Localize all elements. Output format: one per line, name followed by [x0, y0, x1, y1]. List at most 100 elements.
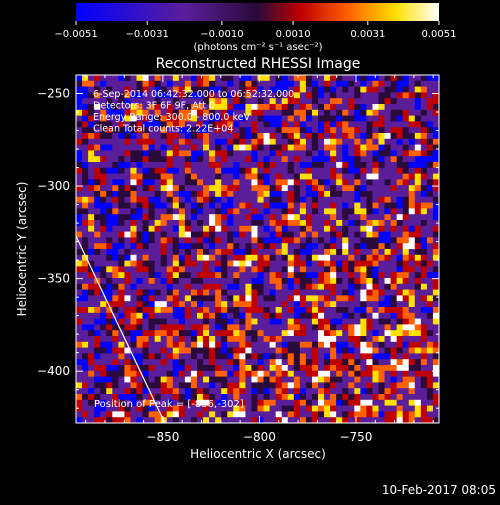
heatmap-cell	[251, 196, 258, 203]
heatmap-cell	[160, 75, 168, 82]
heatmap-cell	[336, 301, 343, 308]
heatmap-cell	[130, 138, 137, 145]
heatmap-cell	[172, 167, 180, 174]
heatmap-cell	[172, 214, 180, 221]
heatmap-cell	[118, 289, 125, 296]
heatmap-cell	[178, 167, 186, 174]
heatmap-cell	[118, 243, 125, 250]
heatmap-cell	[311, 353, 319, 360]
heatmap-cell	[420, 202, 428, 209]
heatmap-cell	[390, 370, 398, 377]
heatmap-cell	[360, 388, 367, 395]
heatmap-cell	[106, 411, 113, 418]
heatmap-cell	[190, 411, 198, 418]
heatmap-cell	[190, 80, 198, 87]
heatmap-cell	[348, 225, 355, 232]
heatmap-cell	[263, 127, 270, 134]
heatmap-cell	[318, 237, 325, 244]
heatmap-cell	[100, 318, 107, 325]
heatmap-cell	[281, 86, 289, 93]
heatmap-cell	[245, 225, 252, 232]
heatmap-cell	[366, 237, 373, 244]
heatmap-cell	[390, 156, 398, 163]
heatmap-cell	[390, 138, 398, 145]
heatmap-cell	[124, 295, 131, 302]
heatmap-cell	[414, 260, 422, 267]
heatmap-cell	[221, 289, 228, 296]
heatmap-cell	[245, 237, 252, 244]
heatmap-cell	[311, 144, 319, 151]
heatmap-cell	[396, 283, 404, 290]
heatmap-cell	[336, 283, 343, 290]
heatmap-cell	[209, 121, 216, 128]
heatmap-cell	[426, 98, 434, 105]
heatmap-cell	[166, 237, 174, 244]
heatmap-cell	[324, 208, 331, 215]
heatmap-cell	[166, 353, 174, 360]
heatmap-cell	[172, 92, 180, 99]
heatmap-cell	[233, 150, 240, 157]
heatmap-cell	[432, 167, 439, 174]
heatmap-cell	[311, 214, 319, 221]
heatmap-cell	[227, 231, 234, 238]
heatmap-cell	[408, 301, 416, 308]
heatmap-cell	[414, 133, 422, 140]
heatmap-cell	[299, 138, 307, 145]
heatmap-cell	[112, 75, 119, 82]
heatmap-cell	[360, 80, 367, 87]
heatmap-cell	[342, 127, 349, 134]
heatmap-cell	[190, 150, 198, 157]
heatmap-cell	[257, 318, 264, 325]
heatmap-cell	[178, 324, 186, 331]
heatmap-cell	[154, 249, 162, 256]
heatmap-cell	[360, 167, 367, 174]
heatmap-cell	[209, 98, 216, 105]
heatmap-cell	[197, 144, 204, 151]
heatmap-cell	[215, 109, 222, 116]
heatmap-cell	[263, 283, 270, 290]
heatmap-cell	[82, 185, 89, 192]
heatmap-cell	[390, 162, 398, 169]
heatmap-cell	[94, 80, 101, 87]
heatmap-cell	[366, 266, 373, 273]
heatmap-cell	[275, 150, 283, 157]
heatmap-cell	[384, 307, 391, 314]
heatmap-cell	[76, 237, 83, 244]
heatmap-cell	[221, 388, 228, 395]
heatmap-cell	[293, 318, 301, 325]
heatmap-cell	[336, 249, 343, 256]
heatmap-cell	[390, 231, 398, 238]
heatmap-cell	[82, 278, 89, 285]
heatmap-cell	[197, 365, 204, 372]
heatmap-cell	[402, 133, 410, 140]
heatmap-cell	[348, 365, 355, 372]
heatmap-cell	[324, 220, 331, 227]
heatmap-cell	[94, 336, 101, 343]
heatmap-cell	[172, 237, 180, 244]
heatmap-cell	[318, 121, 325, 128]
heatmap-cell	[408, 104, 416, 111]
heatmap-cell	[82, 359, 89, 366]
heatmap-cell	[94, 347, 101, 354]
heatmap-cell	[118, 162, 125, 169]
heatmap-cell	[190, 405, 198, 412]
heatmap-cell	[148, 179, 156, 186]
heatmap-cell	[233, 75, 240, 82]
heatmap-cell	[100, 98, 107, 105]
heatmap-cell	[287, 370, 295, 377]
heatmap-cell	[94, 254, 101, 261]
heatmap-cell	[82, 324, 89, 331]
heatmap-cell	[420, 144, 428, 151]
heatmap-cell	[215, 301, 222, 308]
heatmap-cell	[348, 336, 355, 343]
heatmap-cell	[94, 376, 101, 383]
heatmap-cell	[227, 260, 234, 267]
heatmap-cell	[378, 307, 385, 314]
heatmap-cell	[251, 405, 258, 412]
heatmap-cell	[221, 220, 228, 227]
heatmap-cell	[263, 86, 270, 93]
heatmap-cell	[178, 208, 186, 215]
heatmap-cell	[408, 399, 416, 406]
heatmap-cell	[432, 202, 439, 209]
heatmap-cell	[148, 86, 156, 93]
